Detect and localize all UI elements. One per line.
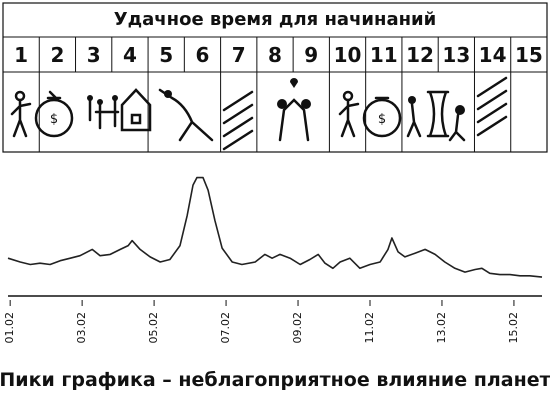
- day-number: 2: [50, 43, 64, 67]
- day-number: 1: [14, 43, 28, 67]
- day-number: 7: [232, 43, 246, 67]
- day-number: 15: [515, 43, 543, 67]
- day-number: 5: [159, 43, 173, 67]
- x-tick-label: 01.02: [3, 312, 16, 344]
- day-number: 12: [406, 43, 434, 67]
- day-number: 13: [442, 43, 470, 67]
- day-number: 11: [370, 43, 398, 67]
- x-tick-label: 11.02: [363, 312, 376, 344]
- day-number: 3: [87, 43, 101, 67]
- x-tick-label: 09.02: [291, 312, 304, 344]
- x-tick-label: 15.02: [507, 312, 520, 344]
- day-number: 4: [123, 43, 137, 67]
- x-tick-label: 03.02: [75, 312, 88, 344]
- icons: $ $: [10, 76, 508, 151]
- x-tick-label: 05.02: [147, 312, 160, 344]
- table-frame: [2, 2, 548, 153]
- svg-text:$: $: [50, 112, 58, 127]
- svg-text:$: $: [378, 112, 386, 127]
- calendar-title: Удачное время для начинаний: [114, 9, 437, 30]
- x-tick-label: 13.02: [435, 312, 448, 344]
- day-number: 10: [334, 43, 362, 67]
- data-line: [7, 176, 543, 278]
- day-number: 9: [304, 43, 318, 67]
- day-number: 8: [268, 43, 282, 67]
- day-number: 6: [196, 43, 210, 67]
- x-tick-label: 07.02: [219, 312, 232, 344]
- day-number: 14: [479, 43, 507, 67]
- chart-caption: Пики графика – неблагоприятное влияние п…: [0, 369, 550, 391]
